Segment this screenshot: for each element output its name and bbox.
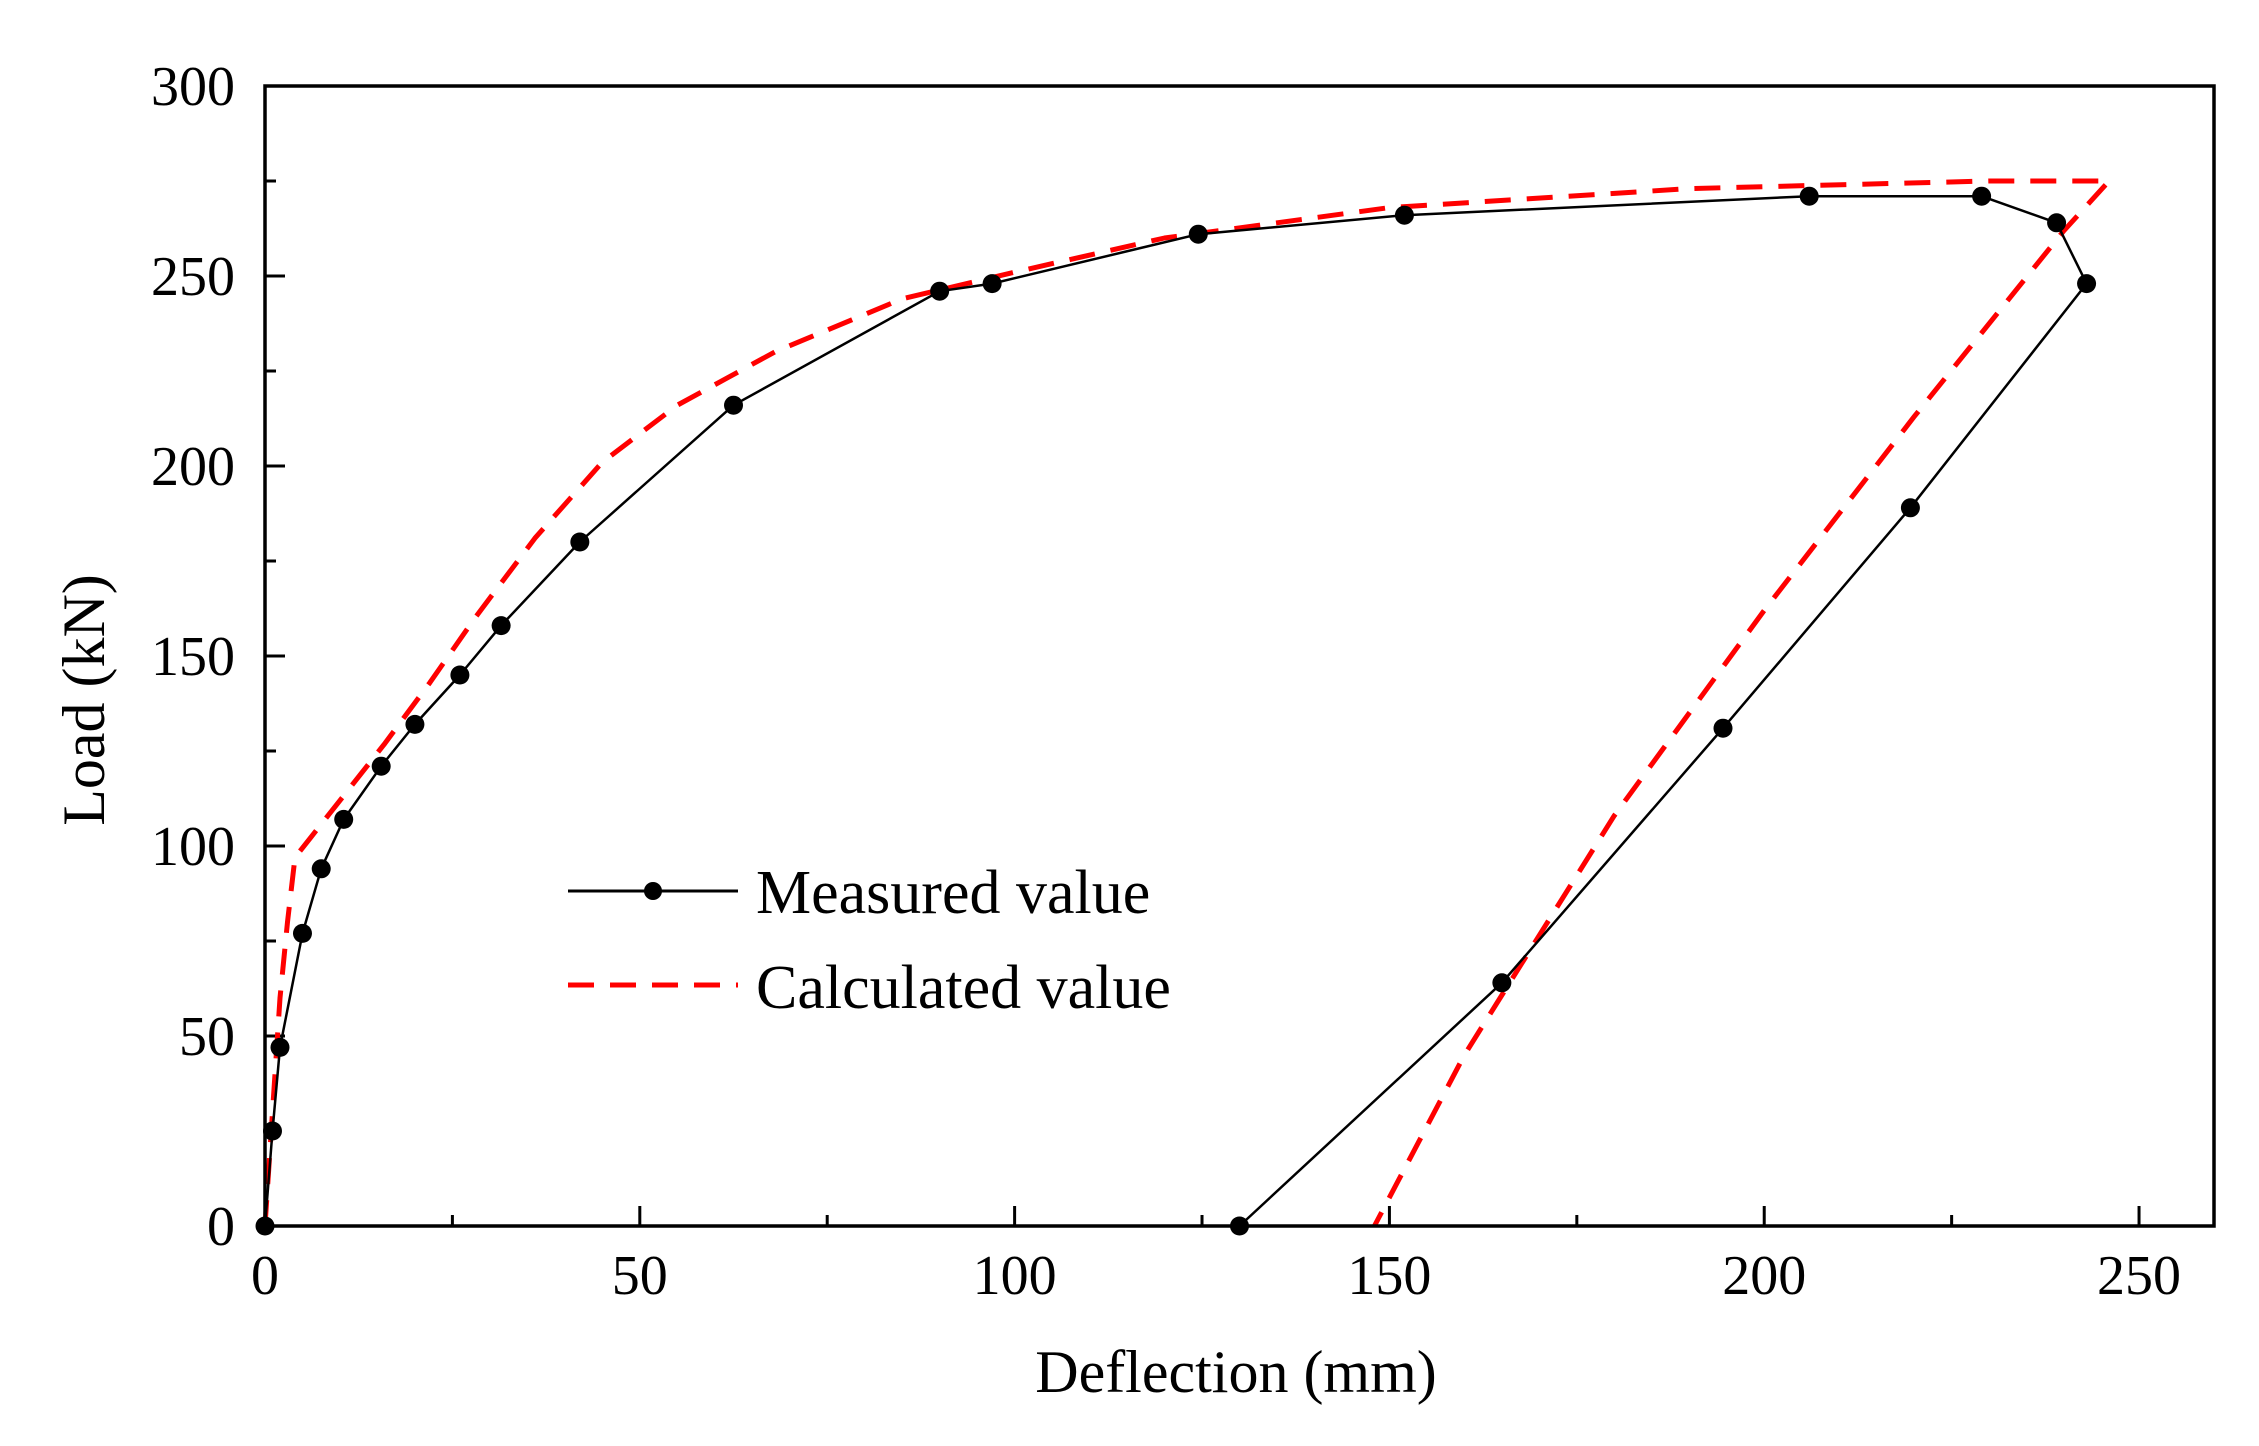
measured-value-point	[270, 1037, 290, 1057]
y-tick-label: 50	[179, 1006, 235, 1068]
measured-value-point	[724, 395, 744, 415]
x-tick-label: 200	[1722, 1245, 1806, 1307]
measured-value-point	[491, 616, 511, 636]
measured-value-point	[311, 859, 331, 879]
x-tick-label: 100	[973, 1245, 1057, 1307]
measured-value-point	[262, 1121, 282, 1141]
calculated-value-line	[262, 178, 2112, 1228]
y-tick-label: 200	[151, 436, 235, 498]
measured-value-point	[1972, 186, 1992, 206]
measured-value-point	[405, 714, 425, 734]
legend: Measured value Calculated value	[568, 859, 1171, 1022]
measured-value-point	[2047, 213, 2067, 233]
x-tick-label: 0	[251, 1245, 279, 1307]
y-tick-label: 0	[207, 1196, 235, 1258]
measured-value-point	[1188, 224, 1208, 244]
measured-value-line	[263, 194, 2088, 1227]
measured-value-point	[1900, 498, 1920, 518]
x-tick-label: 150	[1347, 1245, 1431, 1307]
y-axis-title: Load (kN)	[51, 574, 117, 826]
legend-measured-marker	[644, 882, 662, 900]
series-layer	[255, 178, 2112, 1236]
x-axis-title: Deflection (mm)	[1035, 1339, 1437, 1405]
legend-calculated-label: Calculated value	[756, 954, 1171, 1022]
measured-value-point	[450, 665, 470, 685]
measured-value-point	[292, 923, 312, 943]
y-tick-label: 150	[151, 626, 235, 688]
measured-value-point	[1492, 973, 1512, 993]
plot-frame	[263, 84, 2216, 1228]
measured-value-point	[570, 532, 590, 552]
measured-value-point	[930, 281, 950, 301]
axis-ticks	[263, 84, 2141, 1228]
legend-measured-label: Measured value	[756, 859, 1150, 927]
measured-value-point	[371, 756, 391, 776]
y-tick-label: 100	[151, 816, 235, 878]
y-tick-label: 250	[151, 246, 235, 308]
y-tick-label: 300	[151, 56, 235, 118]
measured-value-point	[1799, 186, 1819, 206]
measured-value-point	[1713, 718, 1733, 738]
x-tick-label: 50	[612, 1245, 668, 1307]
measured-value-point	[1394, 205, 1414, 225]
measured-value-point	[982, 274, 1002, 294]
measured-value-point	[2077, 274, 2097, 294]
measured-value-point	[334, 809, 354, 829]
x-tick-label: 250	[2097, 1245, 2181, 1307]
tick-labels: 0 50 100 150 200 250 0 50 100 150 200 250 300	[151, 56, 2181, 1307]
